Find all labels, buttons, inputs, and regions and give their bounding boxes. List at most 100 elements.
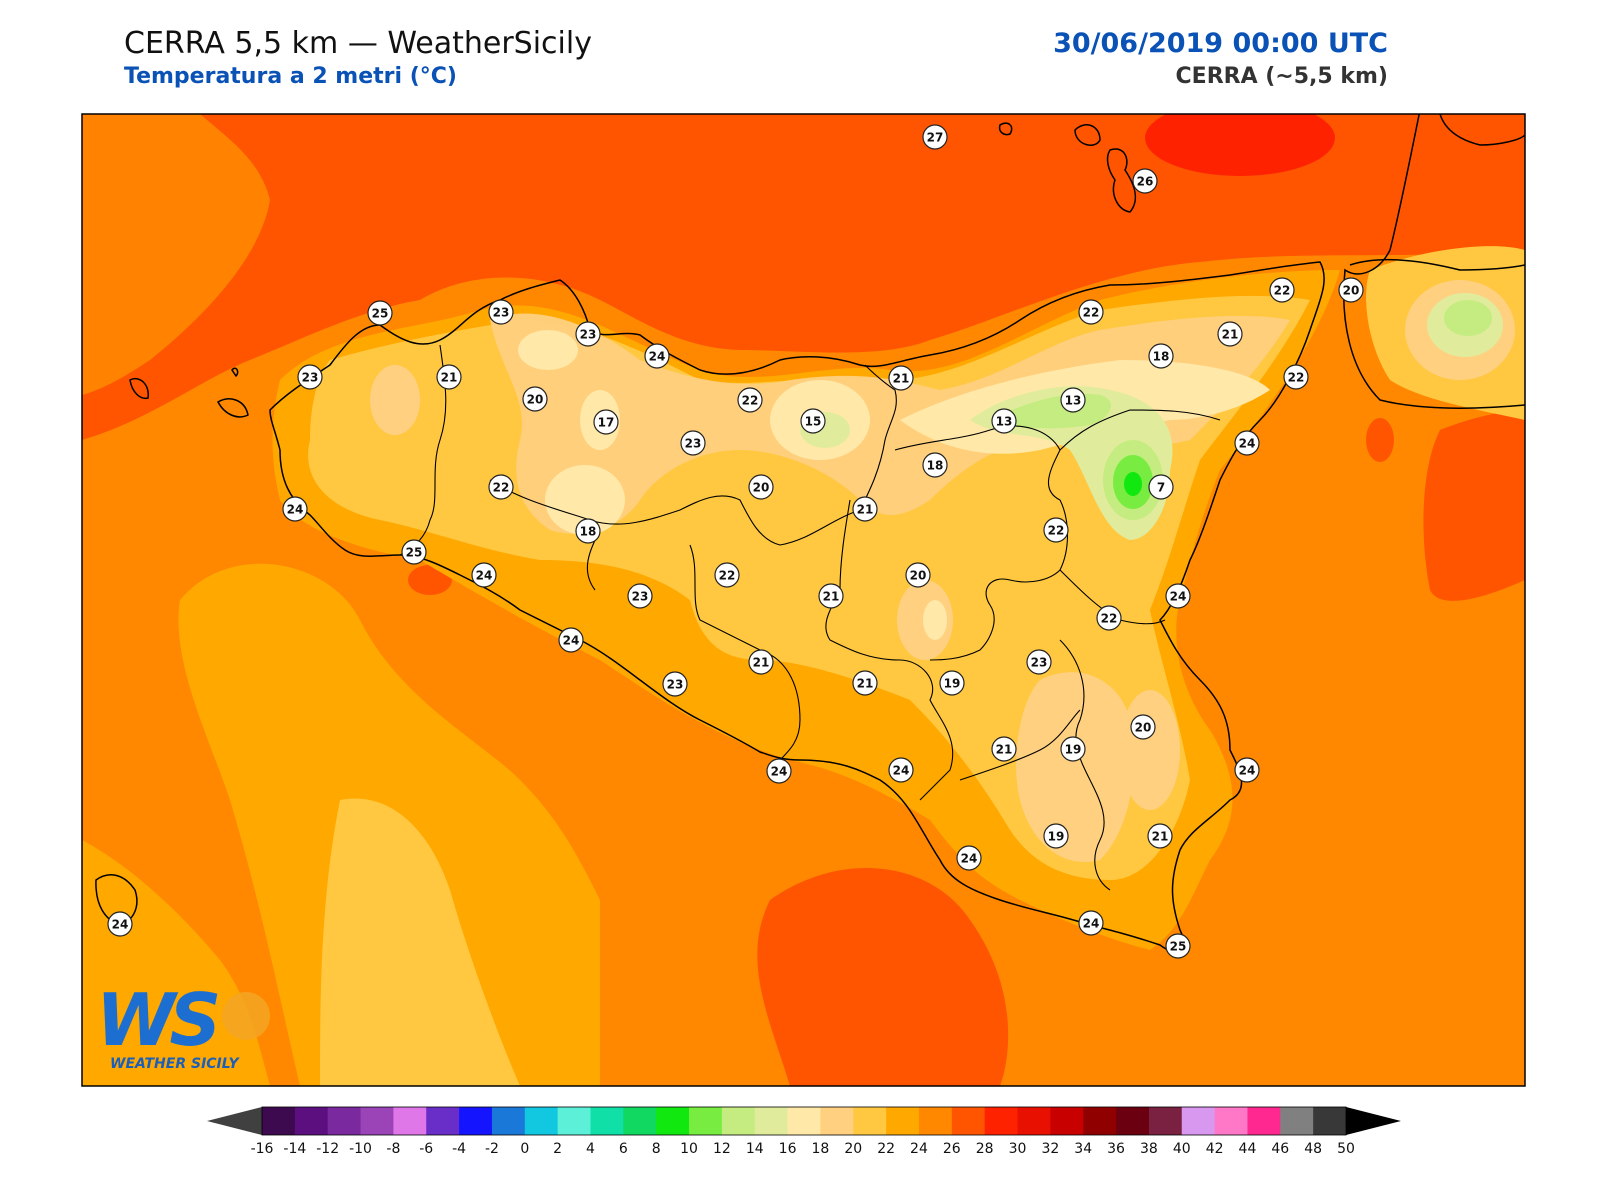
station-circle xyxy=(1234,757,1260,783)
colorbar-swatch xyxy=(360,1107,394,1135)
station-marker: 27 xyxy=(922,124,948,150)
station-circle xyxy=(748,649,774,675)
station-value: 24 xyxy=(1239,437,1256,451)
station-marker: 7 xyxy=(1148,474,1174,500)
station-value: 7 xyxy=(1157,481,1165,495)
colorbar-tick-label: 22 xyxy=(877,1141,895,1157)
logo-mark: WS xyxy=(96,978,221,1062)
station-circle xyxy=(1078,910,1104,936)
colorbar-swatch xyxy=(918,1107,953,1135)
colorbar-tick-label: 12 xyxy=(713,1141,731,1157)
station-value: 18 xyxy=(1153,350,1170,364)
station-value: 25 xyxy=(406,546,423,560)
colorbar-tick-label: -16 xyxy=(251,1141,274,1157)
colorbar-tick-label: 28 xyxy=(976,1141,994,1157)
station-value: 21 xyxy=(753,656,770,670)
colorbar-over-arrow xyxy=(1346,1107,1401,1135)
station-circle xyxy=(1060,387,1086,413)
station-value: 25 xyxy=(1170,940,1187,954)
station-value: 26 xyxy=(1137,175,1154,189)
colorbar-tick-label: 44 xyxy=(1239,1141,1257,1157)
colorbar-swatch xyxy=(426,1107,460,1135)
colorbar-tick-label: 20 xyxy=(844,1141,862,1157)
colorbar-tick-label: -8 xyxy=(386,1141,400,1157)
station-circle xyxy=(1132,168,1158,194)
colorbar-swatch xyxy=(623,1107,657,1135)
station-circle xyxy=(401,539,427,565)
station-value: 23 xyxy=(580,328,597,342)
station-marker: 23 xyxy=(488,299,514,325)
station-circle xyxy=(107,911,133,937)
colorbar-tick-label: 30 xyxy=(1009,1141,1027,1157)
colorbar-swatch xyxy=(721,1107,756,1135)
station-circle xyxy=(991,408,1017,434)
station-marker: 13 xyxy=(1060,387,1086,413)
colorbar-tick-label: -12 xyxy=(316,1141,339,1157)
colorbar-swatch xyxy=(984,1107,1019,1135)
colorbar-swatch xyxy=(656,1107,690,1135)
station-marker: 21 xyxy=(852,670,878,696)
station-circle xyxy=(1269,277,1295,303)
station-marker: 22 xyxy=(1078,299,1104,325)
station-marker: 22 xyxy=(714,562,740,588)
model-label: CERRA (~5,5 km) xyxy=(1175,64,1388,89)
colorbar-tick-label: 46 xyxy=(1271,1141,1289,1157)
valid-datetime: 30/06/2019 00:00 UTC xyxy=(1053,28,1388,59)
station-value: 20 xyxy=(753,481,770,495)
station-circle xyxy=(1026,649,1052,675)
colorbar-under-arrow xyxy=(207,1107,262,1135)
station-circle xyxy=(1147,823,1173,849)
colorbar-swatch xyxy=(1083,1107,1117,1135)
station-value: 23 xyxy=(1031,656,1048,670)
station-value: 24 xyxy=(771,765,788,779)
station-marker: 23 xyxy=(662,671,688,697)
station-marker: 25 xyxy=(367,300,393,326)
station-value: 27 xyxy=(927,131,944,145)
colorbar-swatch xyxy=(262,1107,296,1135)
station-marker: 23 xyxy=(680,430,706,456)
colorbar-swatch xyxy=(853,1107,887,1135)
station-marker: 22 xyxy=(1269,277,1295,303)
station-circle xyxy=(852,670,878,696)
colorbar-tick-label: -14 xyxy=(283,1141,306,1157)
station-value: 22 xyxy=(742,394,759,408)
station-marker: 24 xyxy=(1234,757,1260,783)
colorbar-swatch xyxy=(787,1107,821,1135)
colorbar-tick-label: 16 xyxy=(779,1141,797,1157)
station-value: 22 xyxy=(1083,306,1100,320)
station-circle xyxy=(488,474,514,500)
station-marker: 23 xyxy=(1026,649,1052,675)
colorbar-tick-label: 4 xyxy=(586,1141,595,1157)
station-value: 20 xyxy=(1135,721,1152,735)
colorbar-tick-label: 24 xyxy=(910,1141,928,1157)
colorbar-tick-label: 10 xyxy=(680,1141,698,1157)
station-value: 13 xyxy=(1065,394,1082,408)
station-value: 19 xyxy=(944,677,961,691)
station-value: 18 xyxy=(580,525,597,539)
station-marker: 24 xyxy=(644,343,670,369)
station-marker: 21 xyxy=(436,364,462,390)
station-marker: 21 xyxy=(1217,321,1243,347)
station-marker: 23 xyxy=(627,583,653,609)
station-value: 19 xyxy=(1048,830,1065,844)
station-value: 18 xyxy=(927,459,944,473)
station-marker: 22 xyxy=(1096,605,1122,631)
colorbar-swatch xyxy=(590,1107,624,1135)
colorbar-tick-label: 38 xyxy=(1140,1141,1158,1157)
station-circle xyxy=(888,365,914,391)
station-marker: 22 xyxy=(1283,364,1309,390)
station-marker: 19 xyxy=(939,670,965,696)
colorbar-swatch xyxy=(294,1107,329,1135)
station-value: 23 xyxy=(667,678,684,692)
station-marker: 20 xyxy=(522,386,548,412)
station-marker: 20 xyxy=(1130,714,1156,740)
station-circle xyxy=(888,757,914,783)
station-circle xyxy=(905,562,931,588)
station-marker: 21 xyxy=(748,649,774,675)
station-value: 15 xyxy=(805,415,822,429)
colorbar-swatch xyxy=(951,1107,986,1135)
station-value: 23 xyxy=(632,590,649,604)
station-value: 21 xyxy=(1152,830,1169,844)
station-value: 22 xyxy=(1274,284,1291,298)
